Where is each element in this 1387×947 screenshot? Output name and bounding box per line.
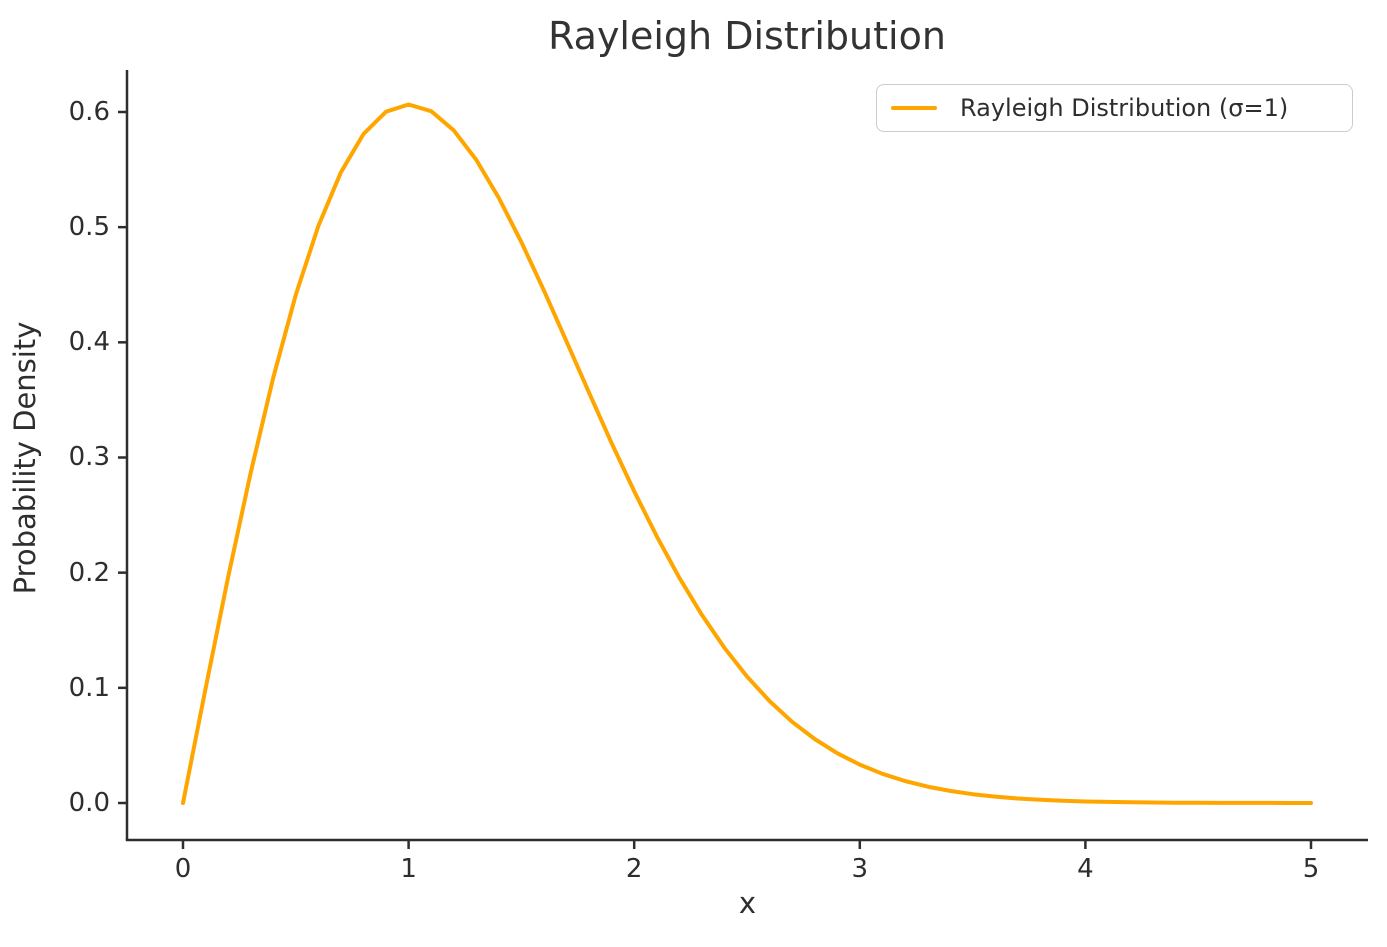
y-tick-label: 0.4 (68, 327, 110, 358)
x-tick-label: 4 (1077, 854, 1094, 884)
x-tick-label: 5 (1302, 854, 1320, 884)
x-tick-label: 3 (851, 854, 869, 884)
y-tick-label: 0.3 (68, 442, 110, 473)
y-tick-label: 0.0 (68, 788, 110, 818)
y-tick-label: 0.6 (68, 96, 110, 127)
x-tick-label: 1 (400, 854, 417, 884)
y-tick-label: 0.1 (68, 672, 110, 703)
rayleigh-curve (181, 102, 1313, 805)
y-axis-title: Probability Density (8, 321, 42, 595)
y-tick-label: 0.5 (68, 212, 110, 243)
legend-label: Rayleigh Distribution (σ=1) (960, 94, 1289, 122)
legend-line-sample (891, 105, 937, 111)
axis-ticks (118, 110, 1313, 849)
x-tick-label: 2 (625, 854, 643, 884)
y-tick-label: 0.2 (68, 557, 110, 588)
x-tick-label: 0 (174, 854, 192, 884)
legend: Rayleigh Distribution (σ=1) (876, 84, 1353, 132)
axis-spines (125, 70, 1368, 842)
x-axis-title: x (738, 886, 757, 920)
chart-title: Rayleigh Distribution (548, 14, 946, 58)
